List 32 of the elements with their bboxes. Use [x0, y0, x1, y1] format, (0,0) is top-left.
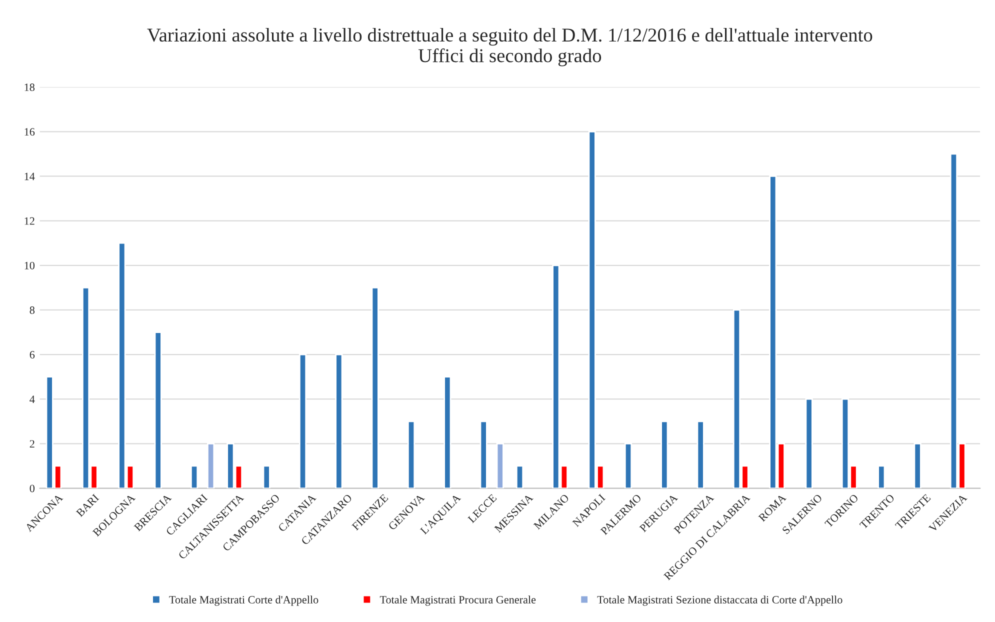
y-tick-label: 14 [24, 172, 35, 180]
y-tick-label: 18 [24, 84, 35, 92]
y-tick-label: 0 [30, 484, 35, 492]
bar [805, 398, 813, 488]
y-tick-label: 2 [30, 440, 34, 448]
y-tick-label: 10 [24, 262, 35, 270]
bar [914, 443, 922, 488]
legend-label: Totale Magistrati Corte d'Appello [169, 596, 318, 606]
bar [407, 420, 416, 488]
y-tick-label: 8 [30, 306, 35, 314]
y-tick-label: 16 [24, 128, 35, 136]
bar [190, 465, 198, 488]
bar [298, 354, 307, 488]
bar [262, 465, 270, 488]
bar [207, 443, 215, 488]
bar [496, 443, 504, 488]
bar [516, 465, 524, 488]
bar [444, 376, 452, 488]
bar [624, 443, 632, 488]
y-tick-label: 12 [24, 217, 34, 225]
chart-title: Variazioni assolute a livello distrettuale a seguito del D.M. 1/12/2016 e dell'attuale intervento Uffici di secondo grado [147, 28, 872, 66]
legend-label: Totale Magistrati Sezione distaccata di Corte d'Appello [597, 596, 842, 606]
legend-label: Totale Magistrati Procura Generale [380, 596, 536, 606]
bar [154, 332, 162, 488]
y-tick-label: 6 [30, 351, 35, 359]
bar [660, 420, 668, 488]
bar [480, 420, 488, 488]
y-tick-label: 4 [30, 396, 35, 403]
bar [696, 420, 704, 488]
bar [371, 286, 379, 488]
bar [335, 354, 343, 488]
bar [878, 465, 886, 488]
